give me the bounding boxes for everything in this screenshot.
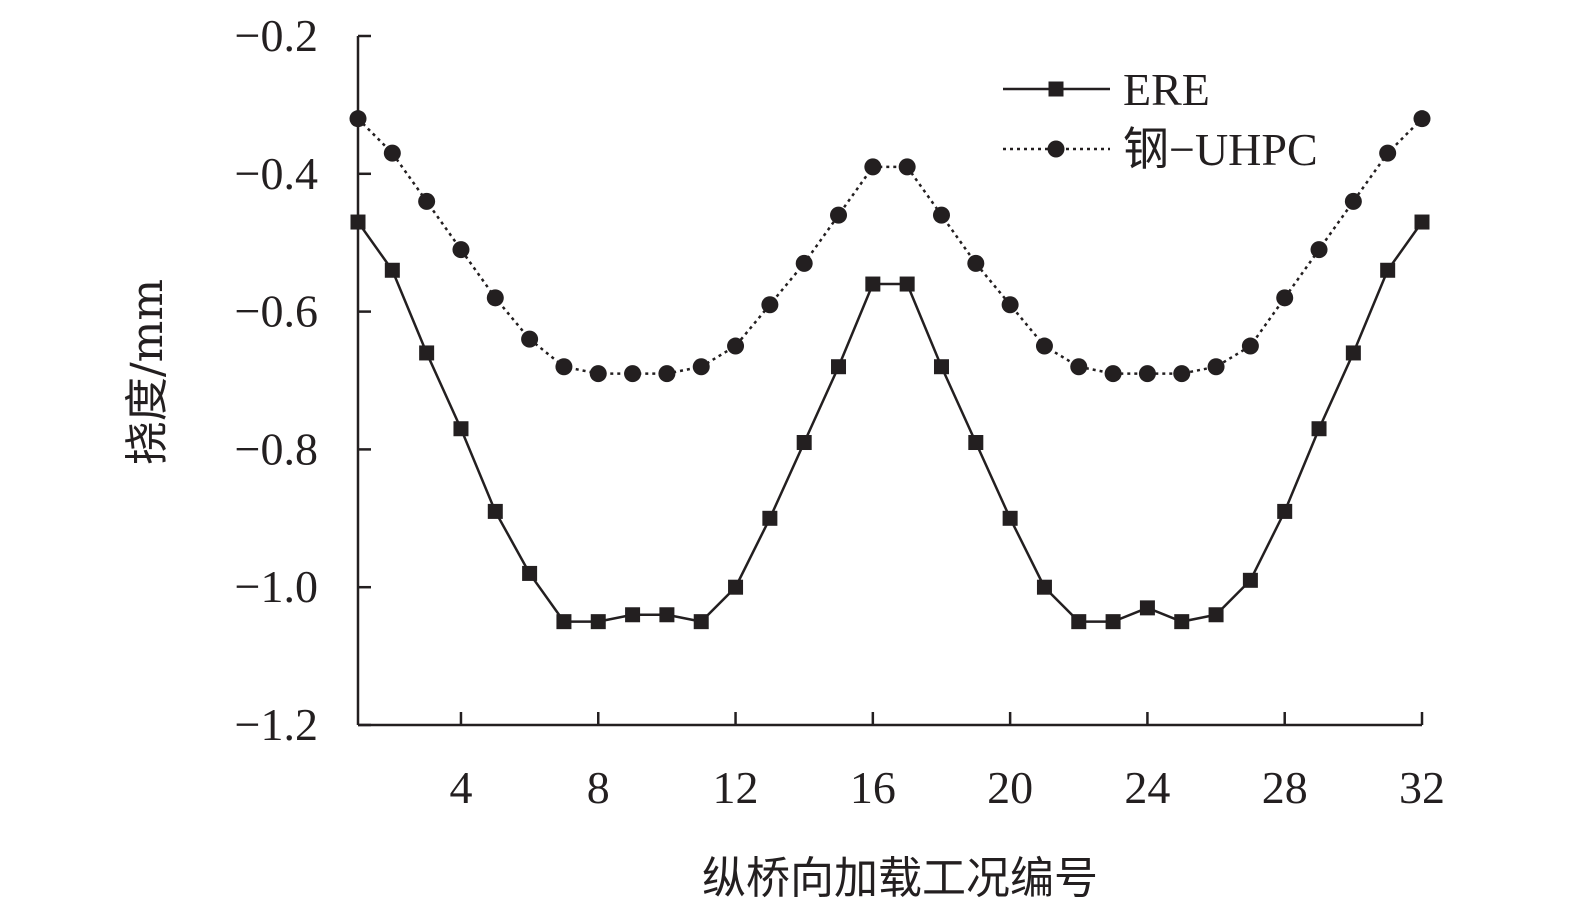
data-point-steel-uhpc (932, 206, 950, 224)
data-point-ere (865, 276, 881, 292)
data-point-steel-uhpc (898, 158, 916, 176)
data-point-steel-uhpc (486, 289, 504, 307)
data-point-steel-uhpc (452, 241, 470, 259)
data-point-ere (1208, 607, 1224, 623)
data-point-ere (384, 262, 400, 278)
legend-label-ere: ERE (1123, 64, 1210, 115)
data-point-steel-uhpc (1173, 365, 1191, 383)
data-point-steel-uhpc (349, 110, 367, 128)
data-point-ere (762, 510, 778, 526)
data-point-steel-uhpc (967, 254, 985, 272)
data-point-steel-uhpc (521, 330, 539, 348)
data-point-ere (453, 421, 469, 437)
data-point-steel-uhpc (418, 192, 436, 210)
data-point-ere (419, 345, 435, 361)
data-point-ere (590, 614, 606, 630)
x-tick-label: 8 (587, 762, 610, 813)
data-point-ere (659, 607, 675, 623)
x-tick-label: 16 (850, 762, 896, 813)
legend-label-steel-uhpc: 钢−UHPC (1123, 124, 1318, 175)
data-point-steel-uhpc (761, 296, 779, 314)
series-ere (350, 214, 1430, 630)
legend-item-steel-uhpc: 钢−UHPC (1003, 124, 1318, 175)
data-point-ere (556, 614, 572, 630)
y-tick-label: −0.4 (235, 148, 318, 199)
y-tick-label: −0.8 (235, 423, 318, 474)
y-axis-title: 挠度/mm (122, 279, 173, 465)
data-point-steel-uhpc (1070, 358, 1088, 376)
data-point-steel-uhpc (692, 358, 710, 376)
data-point-ere (899, 276, 915, 292)
data-point-ere (487, 503, 503, 519)
data-point-ere (968, 435, 984, 451)
data-point-ere (1139, 600, 1155, 616)
data-point-ere (1036, 579, 1052, 595)
data-point-steel-uhpc (1310, 241, 1328, 259)
data-point-steel-uhpc (830, 206, 848, 224)
legend-item-ere: ERE (1003, 64, 1210, 115)
x-tick-label: 20 (987, 762, 1033, 813)
data-point-steel-uhpc (864, 158, 882, 176)
y-tick-label: −1.0 (235, 561, 318, 612)
data-point-steel-uhpc (727, 337, 745, 355)
data-point-ere (1277, 503, 1293, 519)
series-layer (349, 110, 1431, 630)
data-point-steel-uhpc (1344, 192, 1362, 210)
data-point-steel-uhpc (795, 254, 813, 272)
legend: ERE 钢−UHPC (1003, 64, 1318, 175)
data-point-steel-uhpc (624, 365, 642, 383)
x-tick-label: 28 (1262, 762, 1308, 813)
data-point-steel-uhpc (589, 365, 607, 383)
data-point-ere (831, 359, 847, 375)
y-axis-ticks: −0.2 −0.4 −0.6 −0.8 −1.0 −1.2 (235, 10, 371, 750)
data-point-steel-uhpc (555, 358, 573, 376)
x-axis-ticks: 4 8 12 16 20 24 28 32 (449, 712, 1445, 813)
legend-marker-steel-uhpc (1047, 140, 1065, 158)
data-point-ere (350, 214, 366, 230)
data-point-steel-uhpc (1379, 144, 1397, 162)
data-point-steel-uhpc (1241, 337, 1259, 355)
x-tick-label: 32 (1399, 762, 1445, 813)
y-tick-label: −0.2 (235, 10, 318, 61)
data-point-ere (1380, 262, 1396, 278)
data-point-steel-uhpc (1104, 365, 1122, 383)
data-point-ere (796, 435, 812, 451)
data-point-ere (933, 359, 949, 375)
data-point-steel-uhpc (1276, 289, 1294, 307)
legend-marker-ere (1048, 81, 1064, 97)
x-tick-label: 12 (713, 762, 759, 813)
data-point-ere (1002, 510, 1018, 526)
x-tick-label: 4 (449, 762, 472, 813)
x-tick-label: 24 (1124, 762, 1170, 813)
x-axis-title: 纵桥向加载工况编号 (702, 853, 1098, 904)
y-tick-label: −0.6 (235, 286, 318, 337)
data-point-steel-uhpc (1138, 365, 1156, 383)
data-point-ere (693, 614, 709, 630)
y-tick-label: −1.2 (235, 699, 318, 750)
data-point-steel-uhpc (383, 144, 401, 162)
data-point-steel-uhpc (1035, 337, 1053, 355)
data-point-ere (1242, 572, 1258, 588)
series-line-ere (356, 221, 1424, 624)
data-point-steel-uhpc (658, 365, 676, 383)
data-point-steel-uhpc (1413, 110, 1431, 128)
data-point-ere (1414, 214, 1430, 230)
series-steel-uhpc (349, 110, 1431, 383)
data-point-steel-uhpc (1207, 358, 1225, 376)
data-point-ere (1105, 614, 1121, 630)
data-point-ere (1311, 421, 1327, 437)
chart-axes (356, 36, 1422, 727)
data-point-ere (522, 565, 538, 581)
data-point-ere (1071, 614, 1087, 630)
data-point-ere (1174, 614, 1190, 630)
data-point-ere (625, 607, 641, 623)
data-point-steel-uhpc (1001, 296, 1019, 314)
data-point-ere (1345, 345, 1361, 361)
data-point-ere (728, 579, 744, 595)
